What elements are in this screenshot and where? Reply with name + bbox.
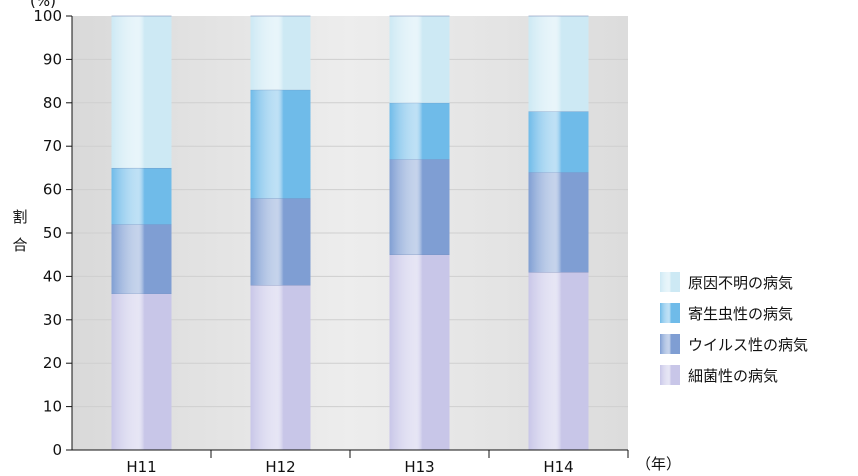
x-tick-label-H11: H11 [126,458,156,476]
x-tick-label-H12: H12 [265,458,295,476]
y-tick-label: 80 [43,94,62,112]
legend-label-2: 寄生虫性の病気 [688,305,793,323]
bar-shine-H11-1 [111,224,172,294]
legend-swatch-shine [660,365,680,385]
y-tick-label: 40 [43,267,62,285]
x-unit-label: （年） [636,455,681,473]
bar-shine-H13-1 [389,159,450,255]
y-tick-label: 50 [43,224,62,242]
bar-shine-H14-3 [528,16,589,112]
x-tick-label-H13: H13 [404,458,434,476]
y-tick-label: 60 [43,181,62,199]
bar-shine-H12-1 [250,198,311,286]
bar-shine-H11-3 [111,16,172,168]
bar-shine-H11-0 [111,293,172,450]
bar-shine-H13-2 [389,102,450,160]
legend-label-1: ウイルス性の病気 [688,336,808,354]
y-tick-label: 10 [43,398,62,416]
bar-shine-H14-2 [528,111,589,173]
bar-shine-H11-2 [111,167,172,225]
y-tick-label: 70 [43,137,62,155]
bar-shine-H13-3 [389,16,450,103]
bar-shine-H12-0 [250,285,311,450]
x-ticks: H11 H12 H13 H14 [126,450,629,476]
x-tick-label-H14: H14 [543,458,573,476]
legend-label-0: 細菌性の病気 [688,367,778,385]
legend-label-3: 原因不明の病気 [688,274,793,292]
y-axis-title-char-2: 合 [12,236,27,254]
y-axis-title-char-1: 割 [12,208,27,226]
y-tick-label: 30 [43,311,62,329]
y-ticks: 0 10 20 30 40 50 60 70 80 90 100 [33,7,72,459]
y-tick-label: 0 [52,441,62,459]
bar-shine-H14-1 [528,172,589,273]
y-tick-label: 90 [43,50,62,68]
bar-shine-H14-0 [528,272,589,450]
legend-swatch-shine [660,334,680,354]
bar-shine-H12-3 [250,16,311,90]
y-unit-label: (%) [30,0,56,10]
y-tick-label: 100 [33,7,62,25]
legend-swatch-shine [660,303,680,323]
y-tick-label: 20 [43,354,62,372]
bar-shine-H12-2 [250,89,311,199]
bar-shine-H13-0 [389,254,450,450]
legend-swatch-shine [660,272,680,292]
bars [111,15,589,450]
